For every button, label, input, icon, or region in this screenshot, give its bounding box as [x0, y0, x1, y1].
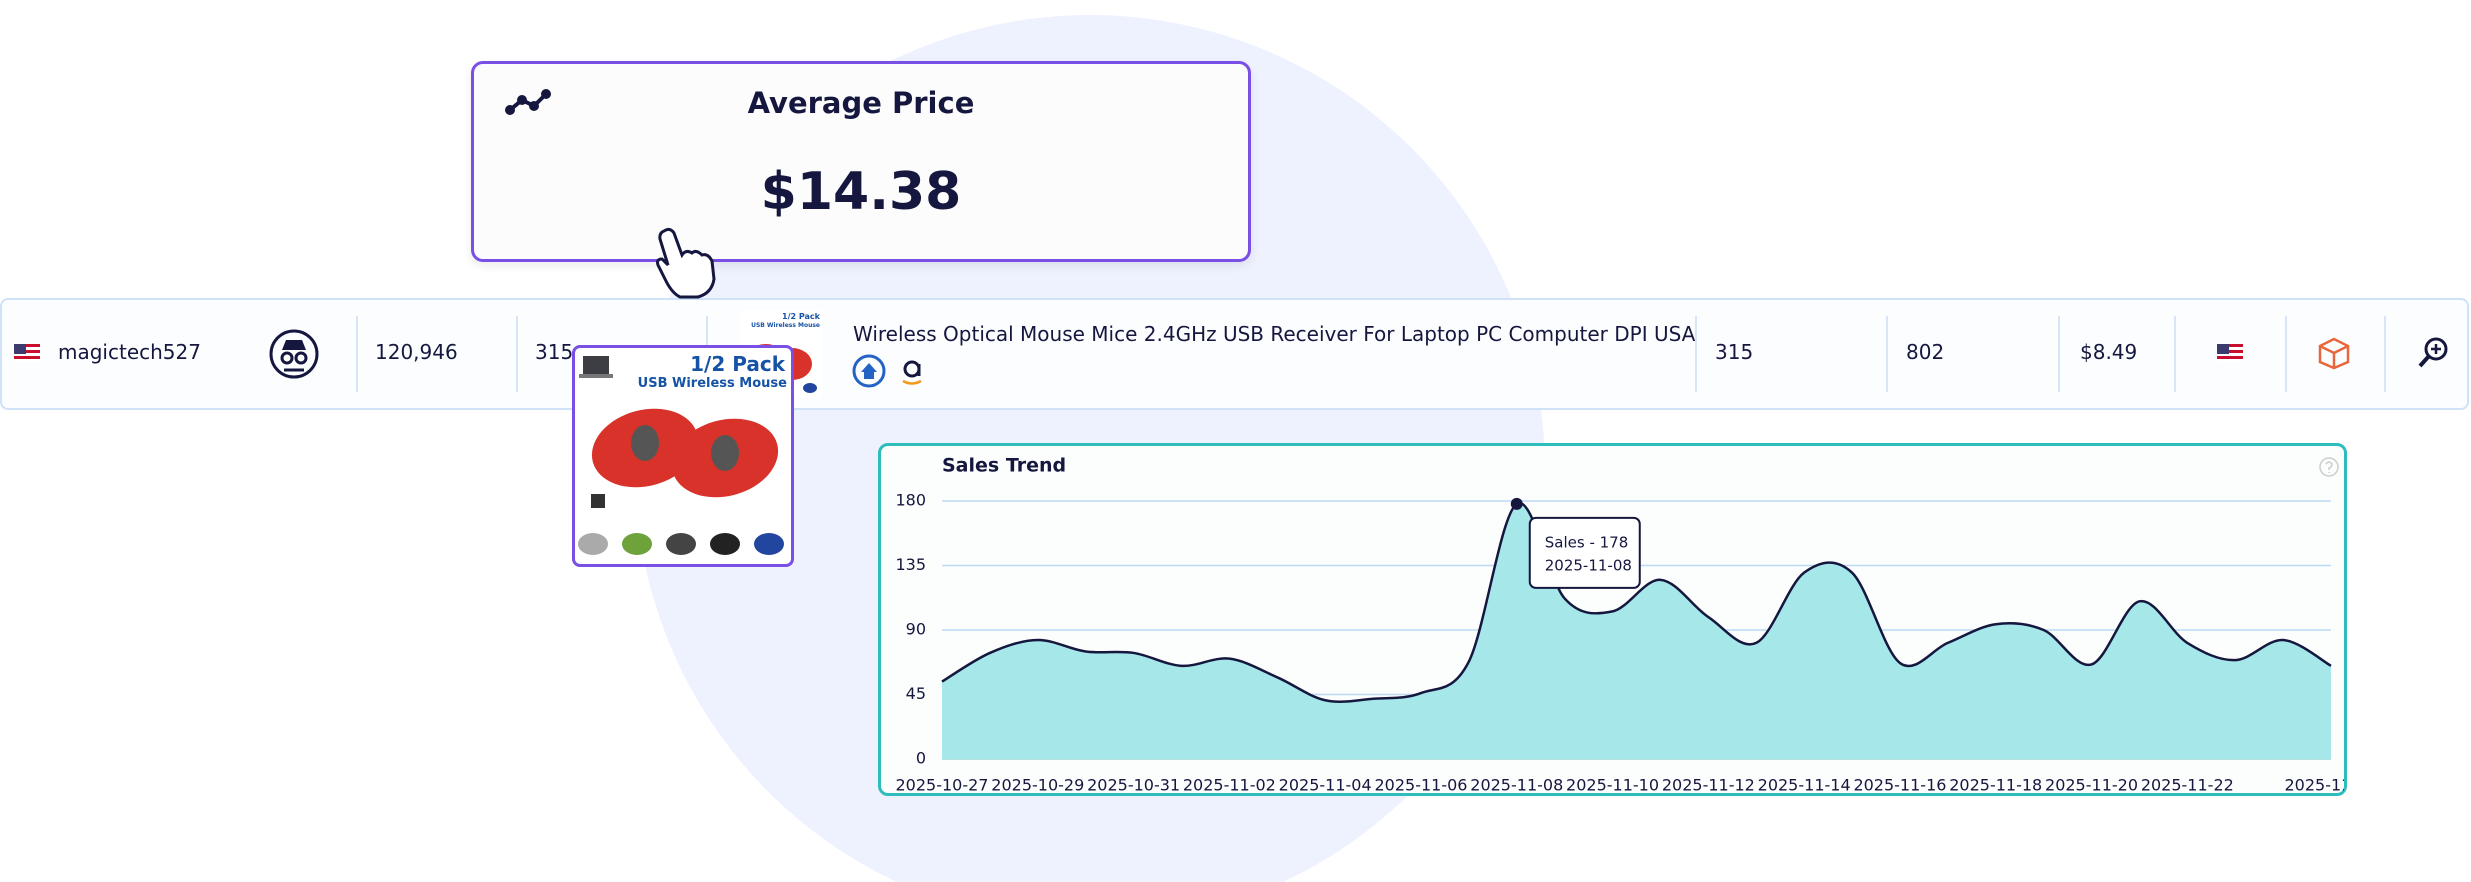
x-tick-label: 2025-10-29 — [991, 776, 1084, 794]
tooltip-label: Sales - 178 — [1545, 533, 1629, 551]
image-badge: 1/2 Pack — [690, 352, 785, 376]
cell-value: 315 — [1715, 340, 1754, 364]
separator — [2384, 316, 2386, 392]
cell-value: 315 — [535, 340, 574, 364]
x-tick-label: 2025-11-14 — [1758, 776, 1851, 794]
product-title[interactable]: Wireless Optical Mouse Mice 2.4GHz USB R… — [853, 322, 1696, 346]
zoom-icon[interactable] — [2416, 336, 2450, 370]
x-tick-label: 2025-10-27 — [896, 776, 989, 794]
product-art — [578, 356, 784, 555]
chart-panel: Sales Trend 0 45 90 135 180 2025-10-27 2025-10… — [878, 443, 2347, 796]
x-tick-label: 2025-10-31 — [1087, 776, 1180, 794]
separator — [516, 316, 518, 392]
help-glyph — [2325, 461, 2333, 473]
average-price-card[interactable]: Average Price $14.38 — [471, 61, 1251, 262]
us-flag — [14, 344, 40, 362]
separator — [356, 316, 358, 392]
x-tick-label: 2025-11-18 — [1949, 776, 2042, 794]
x-tick-label: 2025-11-20 — [2045, 776, 2138, 794]
cell-value: 120,946 — [375, 340, 458, 364]
line — [941, 501, 2332, 703]
amazon-icon — [902, 360, 922, 385]
us-flag — [2217, 344, 2243, 362]
thumb-caption: USB Wireless Mouse — [751, 322, 820, 329]
separator — [2058, 316, 2060, 392]
x-tick-label: 2025-11-02 — [1183, 776, 1276, 794]
image-caption: USB Wireless Mouse — [637, 376, 787, 391]
box-icon[interactable] — [2316, 336, 2352, 370]
x-tick-label: 2025-11-06 — [1374, 776, 1467, 794]
separator — [1695, 316, 1697, 392]
help-icon[interactable] — [2319, 457, 2339, 477]
prime-icon — [852, 354, 886, 388]
x-tick-label: 2025-11-08 — [1470, 776, 1563, 794]
trend-icon — [505, 89, 551, 115]
chart-title: Sales Trend — [942, 455, 1066, 477]
tooltip: Sales - 178 2025-11-08 — [1528, 516, 1641, 589]
tooltip-box — [1528, 516, 1641, 589]
x-tick-label: 2025-11-22 — [2141, 776, 2234, 794]
highlight-point — [1510, 497, 1523, 510]
tooltip-date: 2025-11-08 — [1545, 556, 1632, 574]
thumb-badge: 1/2 Pack — [782, 312, 820, 321]
seller-name: magictech527 — [58, 340, 201, 364]
card-title: Average Price — [747, 86, 975, 120]
cell-value: 802 — [1906, 340, 1945, 364]
x-tick-label: 2025-11-12 — [1662, 776, 1755, 794]
separator — [2174, 316, 2176, 392]
y-tick-label: 180 — [895, 491, 926, 510]
product-image-popup: 1/2 Pack USB Wireless Mouse — [572, 345, 794, 567]
product-row[interactable]: magictech527 120,946 315 1/2 Pack USB Wi… — [0, 298, 2469, 410]
x-tick-label: 2025-11-16 — [1853, 776, 1946, 794]
separator — [1886, 316, 1888, 392]
x-tick-label: 2025-11-04 — [1279, 776, 1372, 794]
card-value: $14.38 — [760, 162, 962, 222]
separator — [2285, 316, 2287, 392]
x-tick-label: 2025-11-10 — [1566, 776, 1659, 794]
y-tick-label: 90 — [906, 620, 926, 639]
y-tick-label: 45 — [906, 684, 926, 703]
area — [942, 502, 2331, 759]
y-tick-label: 0 — [916, 749, 926, 768]
spy-icon[interactable] — [268, 328, 320, 380]
hand-cursor — [656, 227, 716, 299]
x-tick-label: 2025-11-25 — [2285, 776, 2344, 794]
cell-value: $8.49 — [2080, 340, 2138, 364]
y-tick-label: 135 — [895, 555, 926, 574]
